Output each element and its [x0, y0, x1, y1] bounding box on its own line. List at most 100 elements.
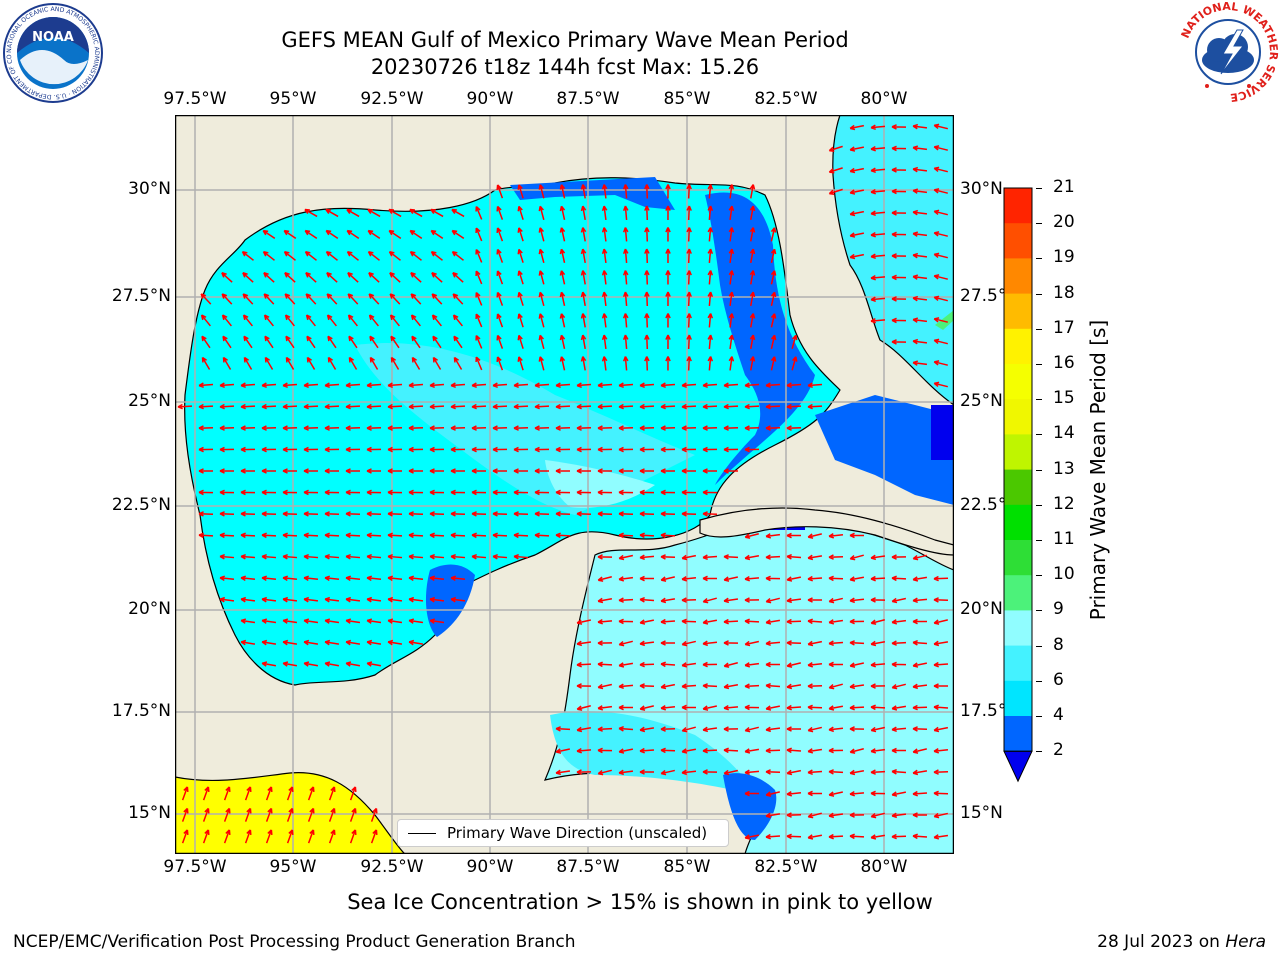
wave-direction-arrow — [387, 382, 403, 388]
wave-direction-arrow — [538, 205, 545, 220]
wave-direction-arrow — [429, 553, 445, 560]
colorbar-tick-mark — [1036, 645, 1042, 647]
wave-direction-arrow — [219, 511, 235, 517]
wave-direction-arrow — [411, 356, 421, 370]
wave-direction-arrow — [891, 145, 907, 152]
wave-direction-arrow — [369, 356, 379, 370]
wave-direction-arrow — [891, 575, 907, 582]
wave-direction-arrow — [430, 250, 443, 261]
wave-direction-arrow — [665, 356, 671, 371]
wave-direction-arrow — [304, 229, 318, 240]
wave-direction-arrow — [285, 335, 295, 349]
wave-direction-arrow — [828, 533, 844, 539]
wave-direction-arrow — [639, 489, 655, 496]
wave-direction-arrow — [326, 293, 338, 305]
wave-direction-arrow — [429, 511, 445, 517]
lon-tick-label-top: 97.5°W — [163, 89, 227, 109]
wave-direction-arrow — [559, 227, 566, 242]
wave-direction-arrow — [450, 382, 466, 388]
lat-tick-label-left: 25°N — [128, 391, 171, 411]
wave-direction-arrow — [849, 618, 865, 625]
wave-direction-arrow — [282, 575, 298, 582]
wave-direction-arrow — [723, 446, 739, 453]
wave-direction-arrow — [580, 356, 587, 371]
wave-direction-arrow — [221, 314, 232, 327]
colorbar-tick-label: 4 — [1053, 705, 1064, 725]
lon-tick-label-top: 90°W — [466, 89, 514, 109]
wave-direction-arrow — [933, 188, 948, 194]
wave-direction-arrow — [348, 335, 358, 349]
wave-direction-arrow — [618, 618, 634, 625]
wave-direction-arrow — [828, 726, 844, 733]
wave-direction-arrow — [559, 334, 566, 349]
wave-direction-arrow — [870, 661, 886, 668]
wave-direction-arrow — [534, 489, 550, 496]
wave-direction-arrow — [723, 704, 739, 711]
wave-direction-arrow — [912, 317, 928, 323]
wave-direction-arrow — [282, 468, 298, 474]
wave-direction-arrow — [618, 489, 634, 496]
wave-direction-arrow — [387, 446, 403, 453]
wave-direction-arrow — [744, 790, 760, 797]
period-zone-florida — [705, 192, 815, 485]
wave-direction-arrow — [492, 446, 508, 453]
wave-direction-arrow — [408, 618, 424, 624]
wave-direction-arrow — [723, 403, 739, 410]
wave-direction-arrow — [744, 597, 760, 603]
wave-direction-arrow — [219, 596, 235, 603]
wave-direction-arrow — [450, 511, 466, 517]
wave-direction-arrow — [555, 748, 570, 754]
wave-direction-arrow — [912, 123, 928, 130]
wave-direction-arrow — [728, 184, 735, 199]
wave-direction-arrow — [912, 704, 928, 711]
wave-direction-arrow — [849, 790, 865, 797]
wave-direction-arrow — [303, 511, 319, 517]
wave-direction-arrow — [348, 356, 358, 370]
wave-direction-arrow — [324, 468, 340, 474]
wave-direction-arrow — [408, 532, 424, 539]
wave-direction-arrow — [601, 356, 608, 371]
wave-direction-arrow — [576, 683, 592, 689]
colorbar-tick-mark — [1036, 258, 1042, 260]
wave-direction-arrow — [765, 640, 781, 647]
wave-direction-arrow — [513, 403, 529, 410]
period-zone-campeche — [425, 564, 475, 637]
wave-direction-arrow — [243, 356, 253, 370]
wave-direction-arrow — [430, 208, 444, 218]
wave-direction-arrow — [770, 248, 777, 263]
wave-direction-arrow — [324, 596, 340, 603]
wave-direction-arrow — [496, 227, 504, 242]
wave-direction-arrow — [744, 662, 760, 668]
wave-direction-arrow — [891, 619, 907, 625]
wave-direction-arrow — [601, 291, 608, 307]
colorbar-swatch — [1004, 223, 1032, 259]
wave-direction-arrow — [728, 227, 735, 242]
wave-direction-arrow — [660, 403, 676, 410]
wave-direction-arrow — [786, 576, 802, 582]
wave-direction-arrow — [749, 270, 756, 285]
wave-direction-arrow — [325, 208, 339, 218]
wave-direction-arrow — [891, 726, 907, 733]
wave-direction-arrow — [324, 575, 340, 582]
wave-direction-arrow — [367, 229, 381, 240]
wave-direction-arrow — [686, 227, 692, 242]
wave-direction-arrow — [681, 597, 697, 603]
wave-direction-arrow — [686, 205, 692, 221]
wave-direction-arrow — [261, 511, 277, 517]
wave-direction-arrow — [513, 511, 529, 517]
wave-direction-arrow — [807, 726, 822, 733]
wave-direction-arrow — [387, 511, 403, 517]
wave-direction-arrow — [580, 334, 587, 350]
wave-direction-arrow — [891, 124, 907, 130]
wave-direction-arrow — [450, 553, 466, 560]
wave-direction-arrow — [559, 248, 566, 263]
wave-direction-arrow — [702, 575, 718, 582]
wave-direction-arrow — [828, 769, 844, 775]
wave-direction-arrow — [870, 124, 886, 131]
wave-direction-arrow — [702, 597, 717, 604]
wave-direction-arrow — [618, 769, 634, 776]
wave-direction-arrow — [786, 833, 802, 840]
wave-direction-arrow — [390, 335, 400, 349]
wave-direction-arrow — [728, 334, 735, 350]
colorbar-tick-label: 11 — [1053, 529, 1075, 549]
